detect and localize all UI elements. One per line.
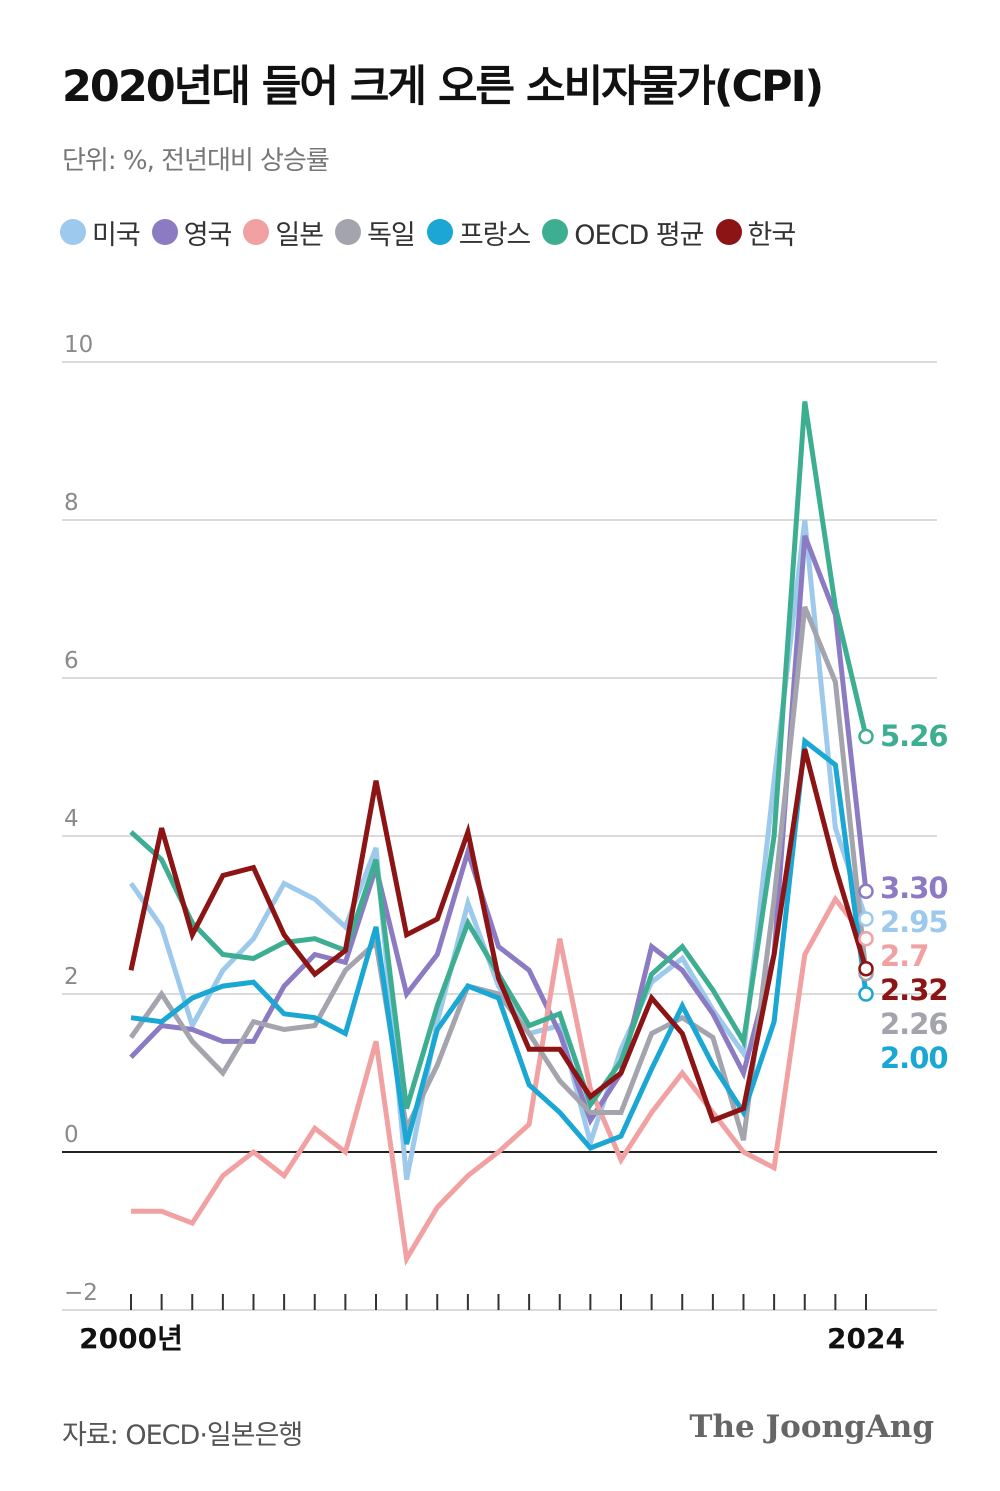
source-note: 자료: OECD·일본은행	[62, 1420, 303, 1451]
legend-dot-icon	[426, 219, 453, 245]
legend-item: 일본	[243, 213, 324, 252]
end-value-label: 2.7	[880, 939, 928, 973]
legend-label: 미국	[92, 219, 141, 251]
end-point-영국	[858, 883, 874, 900]
y-tick-label: 4	[64, 806, 79, 832]
legend-item: OECD 평균	[542, 213, 705, 252]
end-value-label: 2.32	[880, 973, 948, 1007]
end-point-한국	[858, 960, 874, 977]
series-line-일본	[131, 894, 868, 1267]
y-tick-label: 10	[64, 332, 93, 358]
legend-dot-icon	[151, 219, 178, 245]
series-line-한국	[128, 748, 869, 1124]
end-point-일본	[858, 930, 874, 947]
y-tick-label: 6	[64, 648, 79, 674]
series-line-영국	[129, 534, 869, 1127]
y-tick-label: 0	[64, 1122, 79, 1148]
y-tick-label: −2	[64, 1280, 98, 1306]
legend-dot-icon	[243, 219, 270, 245]
end-value-label: 2.26	[880, 1007, 948, 1041]
legend-item: 한국	[715, 213, 797, 252]
end-point-미국	[858, 911, 874, 927]
legend-label: OECD 평균	[574, 219, 704, 251]
legend: 미국 영국 일본 독일 프랑스 OECD 평균 한국	[60, 212, 807, 252]
y-tick-label: 2	[64, 964, 79, 990]
legend-dot-icon	[715, 219, 742, 245]
end-value-label: 2.95	[880, 905, 948, 939]
legend-item: 독일	[335, 213, 416, 252]
series-line-독일	[128, 605, 869, 1141]
end-value-label: 3.30	[880, 871, 948, 905]
x-axis-label-end: 2024	[827, 1322, 905, 1355]
legend-label: 독일	[367, 219, 416, 251]
legend-label: 프랑스	[458, 219, 532, 251]
legend-item: 프랑스	[426, 213, 532, 252]
legend-label: 일본	[275, 219, 324, 251]
end-point-프랑스	[858, 986, 874, 1002]
legend-item: 미국	[60, 213, 141, 252]
legend-dot-icon	[60, 219, 86, 245]
publisher-logo: The JoongAng	[689, 1409, 934, 1445]
legend-item: 영국	[151, 213, 233, 252]
chart-title: 2020년대 들어 크게 오른 소비자물가(CPI)	[62, 62, 824, 112]
x-axis-label-start: 2000년	[79, 1322, 183, 1355]
legend-dot-icon	[542, 219, 569, 245]
end-value-label: 5.26	[880, 719, 948, 753]
y-tick-label: 8	[64, 490, 79, 516]
legend-label: 영국	[183, 219, 233, 251]
series-line-프랑스	[130, 736, 869, 1151]
end-value-label: 2.00	[880, 1041, 948, 1075]
end-point-oecd-평균	[858, 728, 874, 745]
legend-label: 한국	[747, 219, 797, 251]
legend-dot-icon	[335, 219, 362, 245]
series-line-미국	[128, 519, 869, 1181]
chart-subtitle: 단위: %, 전년대비 상승률	[62, 146, 330, 176]
